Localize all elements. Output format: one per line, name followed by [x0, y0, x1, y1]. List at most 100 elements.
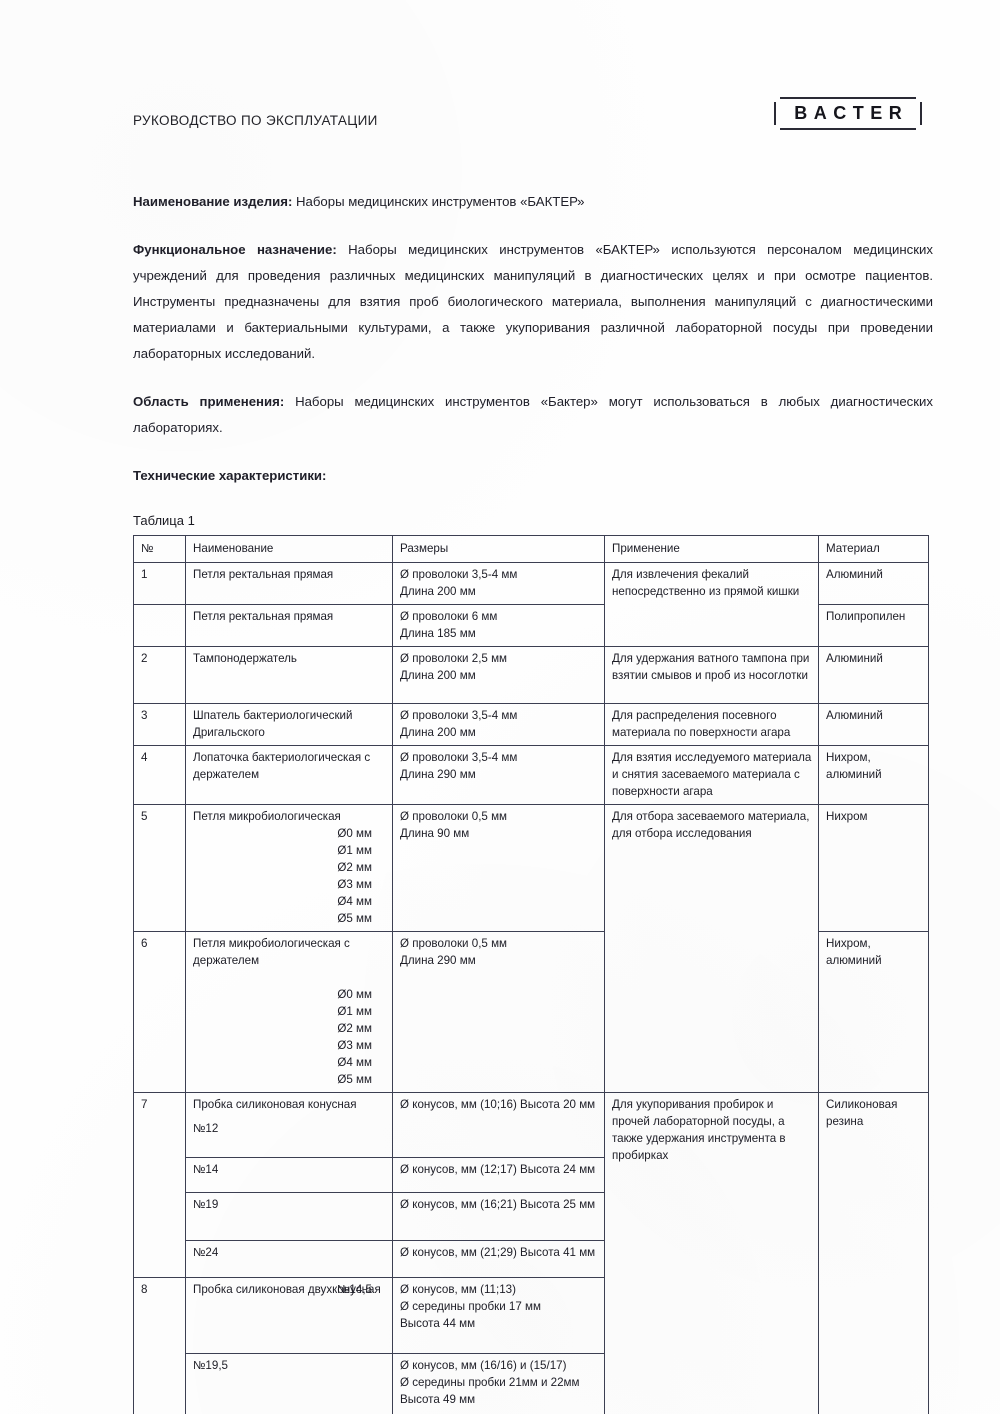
paragraph-scope: Область применения: Наборы медицинских и… — [133, 389, 933, 441]
size-variant: Ø5 мм — [337, 912, 372, 925]
table-row: №19,5 Ø конусов, мм (16/16) и (15/17) Ø … — [134, 1352, 929, 1414]
cell-num — [133, 604, 186, 647]
table-row: 2 Тампонодержатель Ø проволоки 2,5 мм Дл… — [133, 646, 929, 704]
table-row: №12 — [134, 1117, 929, 1158]
document-content: РУКОВОДСТВО ПО ЭКСПЛУАТАЦИИ BACTER Наиме… — [133, 0, 933, 1414]
cell-size: Ø проволоки 3,5-4 мм Длина 200 мм — [392, 562, 605, 605]
size-variant: Ø5 мм — [337, 1073, 372, 1086]
cell-material: Полипропилен — [818, 604, 929, 647]
cell-name: Петля микробиологическая с держателем Ø0… — [185, 931, 393, 1093]
cell-size: Ø проволоки 2,5 мм Длина 200 мм — [392, 646, 605, 704]
cell-use: Для укупоривания пробирок и прочей лабор… — [604, 1092, 819, 1414]
table-row: Петля ректальная прямая Ø проволоки 6 мм… — [133, 604, 929, 647]
cell-size: Ø конусов, мм (10;16) Высота 20 мм — [392, 1092, 605, 1158]
size-variant: Ø0 мм — [337, 827, 372, 840]
cell-material: Алюминий — [818, 646, 929, 704]
size-variant: Ø2 мм — [337, 861, 372, 874]
table-row: 3 Шпатель бактериологический Дригальског… — [133, 703, 929, 746]
size-variant: Ø2 мм — [337, 1022, 372, 1035]
table-row: 8 Пробка силиконовая двухконусная №14,5 … — [133, 1276, 929, 1414]
cell-num: 7 — [133, 1092, 186, 1278]
cell-material: Алюминий — [818, 703, 929, 746]
value-product-name: Наборы медицинских инструментов «БАКТЕР» — [292, 194, 585, 209]
cell-material: Алюминий — [818, 562, 929, 605]
cell-variant-label: №14 — [185, 1156, 393, 1193]
col-header-num: № — [133, 535, 186, 563]
cell-variant-label: №12 — [185, 1117, 393, 1158]
cell-name: Петля ректальная прямая — [185, 562, 393, 605]
size-variant: Ø1 мм — [337, 1005, 372, 1018]
spec-table: № Наименование Размеры Применение Матери… — [133, 535, 929, 1414]
cell-name-title: Петля микробиологическая — [193, 810, 341, 823]
cell-use: Для отбора засеваемого материала, для от… — [604, 804, 819, 1093]
cell-num: 1 — [133, 562, 186, 605]
table-row: 4 Лопаточка бактериологическая с держате… — [133, 745, 929, 805]
cell-name: Пробка силиконовая конусная — [185, 1092, 393, 1117]
cell-size: Ø конусов, мм (11;13) Ø середины пробки … — [392, 1276, 605, 1354]
table-row: №19 Ø конусов, мм (16;21) Высота 25 мм — [134, 1191, 929, 1241]
cell-name: Петля ректальная прямая — [185, 604, 393, 647]
cell-name: Лопаточка бактериологическая с держателе… — [185, 745, 393, 805]
value-purpose: Наборы медицинских инструментов «БАКТЕР»… — [133, 242, 933, 361]
cell-material: Нихром, алюминий — [818, 745, 929, 805]
paragraph-product-name: Наименование изделия: Наборы медицинских… — [133, 189, 933, 215]
cell-num: 5 — [133, 804, 186, 932]
cell-use: Для удержания ватного тампона при взятии… — [604, 646, 819, 704]
cell-use: Для распределения посевного материала по… — [604, 703, 819, 746]
col-header-use: Применение — [604, 535, 819, 563]
cell-name-title: Петля микробиологическая с держателем — [193, 937, 350, 967]
label-scope: Область применения: — [133, 394, 285, 409]
size-variant: Ø3 мм — [337, 1039, 372, 1052]
cell-size: Ø конусов, мм (16/16) и (15/17) Ø середи… — [392, 1352, 605, 1414]
cell-variant-label: №19 — [185, 1191, 393, 1241]
value-scope: Наборы медицинских инструментов «Бактер»… — [133, 394, 933, 435]
col-header-size: Размеры — [392, 535, 605, 563]
cell-size: Ø конусов, мм (21;29) Высота 41 мм — [392, 1239, 605, 1278]
heading-tech-characteristics: Технические характеристики: — [133, 468, 327, 483]
table-caption: Таблица 1 — [133, 513, 195, 528]
size-variant: Ø1 мм — [337, 844, 372, 857]
size-variant: Ø4 мм — [337, 895, 372, 908]
size-variant: Ø3 мм — [337, 878, 372, 891]
table-row: №14 Ø конусов, мм (12;17) Высота 24 мм — [134, 1156, 929, 1193]
cell-num: 4 — [133, 745, 186, 805]
table-body: 1 Петля ректальная прямая Ø проволоки 3,… — [133, 562, 929, 1414]
table-row: 1 Петля ректальная прямая Ø проволоки 3,… — [133, 562, 929, 647]
cell-variant-label: №24 — [185, 1239, 393, 1278]
table-header-row: № Наименование Размеры Применение Матери… — [133, 535, 929, 563]
logo-wordmark: BACTER — [794, 103, 909, 123]
cell-num: 3 — [133, 703, 186, 746]
cell-use: Для взятия исследуемого материала и снят… — [604, 745, 819, 805]
cell-num: 2 — [133, 646, 186, 704]
bacter-logo: BACTER — [774, 97, 922, 130]
cell-size: Ø конусов, мм (16;21) Высота 25 мм — [392, 1191, 605, 1241]
cell-name: Петля микробиологическая Ø0 мм Ø1 мм Ø2 … — [185, 804, 393, 932]
cell-variant-label: №14,5 — [336, 1282, 372, 1296]
table-row: 6 Петля микробиологическая с держателем … — [133, 931, 929, 1093]
cell-size: Ø проволоки 6 мм Длина 185 мм — [392, 604, 605, 647]
cell-size: Ø проволоки 3,5-4 мм Длина 290 мм — [392, 745, 605, 805]
cell-variant-label: №19,5 — [185, 1352, 393, 1414]
table-row: 7 Пробка силиконовая конусная Ø конусов,… — [133, 1092, 929, 1414]
cell-name-title: Пробка силиконовая двухконусная — [193, 1282, 381, 1296]
cell-material: Нихром — [818, 804, 929, 932]
size-variant: Ø0 мм — [337, 988, 372, 1001]
cell-material: Силиконовая резина — [818, 1092, 929, 1414]
cell-num: 6 — [133, 931, 186, 1093]
cell-use: Для извлечения фекалий непосредственно и… — [604, 562, 819, 647]
paragraph-purpose: Функциональное назначение: Наборы медици… — [133, 237, 933, 367]
cell-size: Ø проволоки 0,5 мм Длина 90 мм — [392, 804, 605, 932]
label-purpose: Функциональное назначение: — [133, 242, 337, 257]
col-header-name: Наименование — [185, 535, 393, 563]
cell-size: Ø конусов, мм (12;17) Высота 24 мм — [392, 1156, 605, 1193]
size-variant: Ø4 мм — [337, 1056, 372, 1069]
cell-num: 8 — [133, 1276, 186, 1414]
document-kicker: РУКОВОДСТВО ПО ЭКСПЛУАТАЦИИ — [133, 113, 378, 128]
cell-name: Пробка силиконовая двухконусная №14,5 — [185, 1276, 393, 1354]
col-header-mat: Материал — [818, 535, 929, 563]
table-row: 5 Петля микробиологическая Ø0 мм Ø1 мм Ø… — [133, 804, 929, 1093]
document-header: РУКОВОДСТВО ПО ЭКСПЛУАТАЦИИ BACTER — [133, 97, 933, 165]
cell-size: Ø проволоки 0,5 мм Длина 290 мм — [392, 931, 605, 1093]
cell-material: Нихром, алюминий — [818, 931, 929, 1093]
